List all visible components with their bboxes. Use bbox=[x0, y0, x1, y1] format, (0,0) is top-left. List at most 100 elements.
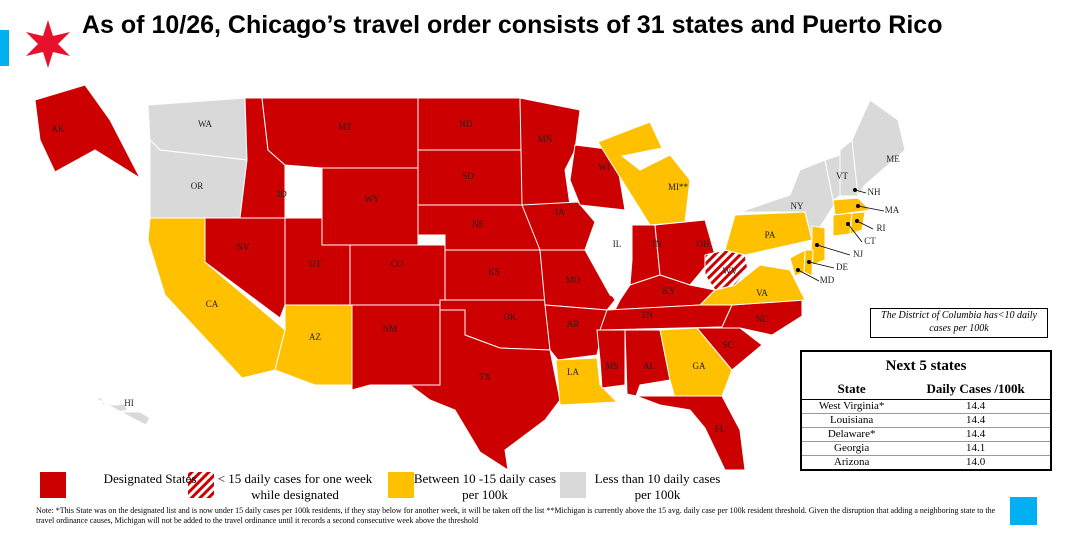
state-label: CT bbox=[864, 236, 876, 246]
table-row: Delaware* 14.4 bbox=[802, 427, 1050, 442]
state-label: OH bbox=[697, 239, 710, 249]
state bbox=[351, 304, 441, 391]
table-cell: 14.0 bbox=[901, 455, 1050, 469]
state-label: PA bbox=[765, 230, 776, 240]
state-label: ND bbox=[460, 119, 473, 129]
state bbox=[584, 209, 633, 301]
state bbox=[851, 99, 906, 198]
state-label: MN bbox=[538, 134, 553, 144]
table-header: Daily Cases /100k bbox=[901, 379, 1050, 400]
state-label: AK bbox=[52, 124, 65, 134]
state-label: NY bbox=[791, 201, 804, 211]
state bbox=[654, 219, 716, 286]
table-row: Louisiana 14.4 bbox=[802, 413, 1050, 428]
table-cell: Delaware* bbox=[802, 427, 902, 442]
next-states-table: Next 5 states State Daily Cases /100k West… bbox=[800, 350, 1052, 471]
state bbox=[274, 304, 353, 386]
state-label: WI bbox=[598, 162, 610, 172]
leader-dot bbox=[815, 243, 819, 247]
state-label: LA bbox=[567, 367, 579, 377]
table-cell: 14.1 bbox=[901, 441, 1050, 456]
footnote: Note: *This State was on the designated … bbox=[36, 506, 996, 525]
leader-dot bbox=[856, 204, 860, 208]
star bbox=[26, 20, 70, 68]
state-label: DE bbox=[836, 262, 848, 272]
state-label: CA bbox=[206, 299, 219, 309]
state-label: AR bbox=[567, 319, 580, 329]
state-label: RI bbox=[877, 223, 886, 233]
table-cell: 14.4 bbox=[901, 413, 1050, 428]
state-label: GA bbox=[693, 361, 706, 371]
state-label: HI bbox=[124, 398, 134, 408]
state bbox=[597, 121, 691, 226]
state bbox=[832, 197, 872, 216]
state-label: SC bbox=[722, 340, 733, 350]
legend-swatch bbox=[188, 472, 214, 498]
leader-line bbox=[816, 244, 851, 256]
state-label: NM bbox=[383, 324, 398, 334]
state-label: MT bbox=[338, 122, 352, 132]
state bbox=[94, 397, 151, 426]
accent-square bbox=[1010, 497, 1037, 525]
leader-line bbox=[808, 261, 835, 269]
state-label: MA bbox=[885, 205, 900, 215]
state-label: KS bbox=[488, 267, 500, 277]
leader-dot bbox=[796, 268, 800, 272]
table-cell: 14.4 bbox=[901, 427, 1050, 442]
state-label: AL bbox=[643, 361, 655, 371]
table-row: Georgia 14.1 bbox=[802, 441, 1050, 456]
state-label: NJ bbox=[853, 249, 863, 259]
table-cell: Georgia bbox=[802, 441, 902, 456]
legend-swatch bbox=[560, 472, 586, 498]
legend-label: < 15 daily cases for one week while desi… bbox=[217, 471, 373, 502]
leader-dot bbox=[855, 219, 859, 223]
state-label: OR bbox=[191, 181, 204, 191]
legend-swatch bbox=[40, 472, 66, 498]
state bbox=[555, 357, 619, 406]
table-cell: Louisiana bbox=[802, 413, 902, 428]
state-label: NV bbox=[237, 242, 250, 252]
state bbox=[321, 167, 419, 246]
legend-label: Designated States bbox=[103, 471, 197, 486]
state-label: MS bbox=[605, 361, 618, 371]
dc-note: The District of Columbia has<10 daily ca… bbox=[870, 308, 1048, 338]
state-label: OK bbox=[504, 312, 517, 322]
leader-dot bbox=[853, 188, 857, 192]
leader-line bbox=[856, 220, 874, 230]
table-cell: Arizona bbox=[802, 455, 902, 469]
leader-dot bbox=[807, 260, 811, 264]
state-label: AZ bbox=[309, 332, 321, 342]
state-label: NH bbox=[868, 187, 881, 197]
table-header: State bbox=[802, 379, 902, 400]
state-label: WA bbox=[198, 119, 212, 129]
state-label: ME bbox=[886, 154, 900, 164]
legend-label: Between 10 -15 daily cases per 100k bbox=[413, 471, 557, 502]
state-label: IA bbox=[555, 207, 565, 217]
state bbox=[696, 299, 803, 336]
state-label: VT bbox=[836, 171, 848, 181]
state-label: WY bbox=[365, 194, 380, 204]
state bbox=[349, 244, 446, 306]
table-row: West Virginia* 14.4 bbox=[802, 399, 1050, 414]
state-label: IN bbox=[652, 239, 662, 249]
state-label: MO bbox=[566, 275, 581, 285]
legend-swatch bbox=[388, 472, 414, 498]
state-label: MI** bbox=[668, 182, 688, 192]
leader-dot bbox=[846, 222, 850, 226]
state-label: VA bbox=[756, 288, 768, 298]
state-label: FL bbox=[715, 424, 726, 434]
table-title: Next 5 states bbox=[885, 358, 967, 374]
accent-bar bbox=[0, 30, 9, 66]
leader-line bbox=[797, 269, 820, 282]
state bbox=[408, 309, 561, 472]
state-label: NC bbox=[756, 314, 769, 324]
state bbox=[789, 249, 806, 277]
state-label: TN bbox=[641, 310, 653, 320]
legend-label: Less than 10 daily cases per 100k bbox=[594, 471, 721, 502]
state-label: IL bbox=[613, 239, 622, 249]
state bbox=[261, 97, 419, 169]
state-label: UT bbox=[309, 259, 321, 269]
state bbox=[635, 395, 746, 471]
